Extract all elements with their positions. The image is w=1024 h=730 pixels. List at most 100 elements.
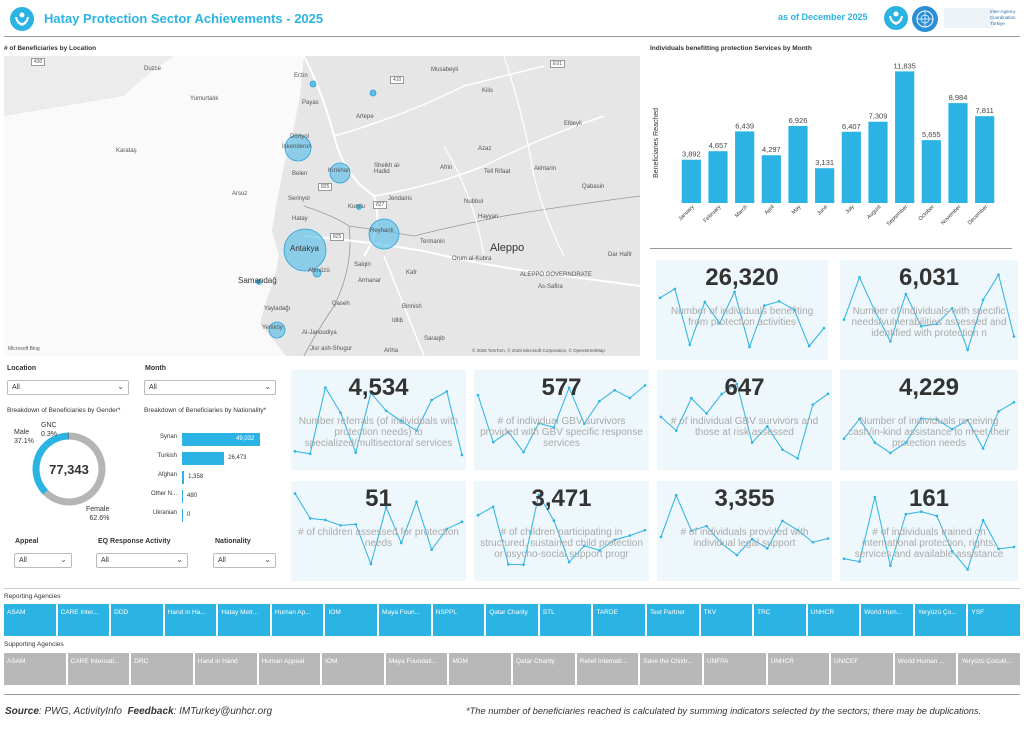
kpi-sparkline (842, 495, 1016, 571)
nationality-dropdown[interactable]: All ⌄ (213, 553, 276, 568)
monthly-bar-chart[interactable]: Beneficiaries Reached 3,892 January 4,657 F… (650, 58, 1020, 238)
bar-value-label: 3,892 (682, 150, 701, 159)
agency-tile[interactable]: Qatar Charity (486, 604, 538, 636)
map-label: Reyhanlı (370, 228, 394, 234)
kpi-card[interactable]: 6,031 Number of individuals with specific… (840, 260, 1018, 360)
agency-tile[interactable]: UNICEF (831, 653, 893, 685)
bar[interactable] (841, 131, 861, 203)
nationality-value-label: 49,032 (236, 436, 255, 442)
reporting-title: Reporting Agencies (4, 593, 61, 600)
bar[interactable] (948, 103, 968, 203)
agency-tile[interactable]: Yeryüzü Çocukl... (958, 653, 1020, 685)
agency-tile[interactable]: DDD (111, 604, 163, 636)
agency-tile[interactable]: Test Partner (646, 604, 699, 636)
appeal-dropdown[interactable]: All ⌄ (14, 553, 72, 568)
agency-tile[interactable]: ASAM (4, 604, 56, 636)
agency-tile[interactable]: Relief Internati... (576, 653, 639, 685)
map-label: Karataş (116, 148, 137, 154)
agency-tile[interactable]: CARE Internati... (67, 653, 130, 685)
bar[interactable] (868, 121, 888, 203)
agency-tile[interactable]: TRC (754, 604, 806, 636)
kpi-value: 3,471 (531, 485, 592, 512)
agency-tile[interactable]: STL (539, 604, 592, 636)
agency-tile[interactable]: World Hum... (861, 604, 913, 636)
bar[interactable] (921, 140, 941, 203)
agency-tile[interactable]: Hand in Ha... (164, 604, 217, 636)
location-dropdown[interactable]: All ⌄ (7, 380, 129, 395)
agency-tile[interactable]: Qatar Charity (513, 653, 575, 685)
agency-tile[interactable]: CARE Inter... (57, 604, 110, 636)
agency-tile[interactable]: Human Ap... (271, 604, 324, 636)
agency-tile[interactable]: ASAM (4, 653, 66, 685)
agency-tile[interactable]: TKV (700, 604, 753, 636)
agency-tile[interactable]: Hatay Metr... (218, 604, 270, 636)
agency-tile[interactable]: UNHCR (767, 653, 830, 685)
bar[interactable] (788, 125, 808, 203)
agency-tile[interactable]: Maya Foun... (379, 604, 431, 636)
kpi-card[interactable]: 161 # of individuals trained on internati… (840, 481, 1018, 581)
month-dropdown[interactable]: All ⌄ (144, 380, 276, 395)
kpi-card[interactable]: 26,320 Number of individuals benefiting f… (656, 260, 828, 360)
map-label: Sheikh al-Hadid (374, 163, 401, 175)
map-label: Idlib (392, 318, 404, 324)
agency-tile[interactable]: NSPPL (432, 604, 485, 636)
map-attribution: © 2026 TomTom, © 2026 Microsoft Corporat… (472, 348, 605, 353)
map-label: Qaseh (332, 301, 350, 307)
map-label: Kilis (482, 88, 494, 94)
kpi-card[interactable]: 647 # of individual GBV survivors and tho… (657, 370, 832, 470)
map-label: Armanar (358, 278, 382, 284)
gender-title: Breakdown of Beneficiaries by Gender* (7, 407, 121, 414)
beneficiaries-map[interactable]: Duzce Yumurtalık Karataş Payas Dörtyol E… (4, 56, 640, 356)
road-badge: 825 (330, 233, 345, 241)
donut-male-segment[interactable] (32, 432, 69, 495)
male-label: Male 37.1% (14, 429, 34, 445)
map-label: Arsuz (232, 191, 248, 197)
kpi-card[interactable]: 51 # of children assessed for protection … (291, 481, 466, 581)
bar[interactable] (815, 168, 835, 203)
agency-tile[interactable]: Yeryüzü Ço... (914, 604, 967, 636)
nationality-bar[interactable] (182, 509, 183, 522)
kpi-value: 51 (365, 485, 392, 512)
map-label: Duzce (144, 66, 162, 72)
agency-tile[interactable]: MDM (449, 653, 511, 685)
gender-donut-chart[interactable] (0, 418, 140, 528)
road-badge: 430 (31, 58, 46, 66)
reporting-agencies: ASAM CARE Inter... DDD Hand in Ha... Hatay M… (4, 604, 1020, 636)
agency-tile[interactable]: UNHCR (807, 604, 860, 636)
kpi-card[interactable]: 4,229 Number of individuals receiving cas… (840, 370, 1018, 470)
bar[interactable] (735, 131, 755, 203)
map-label: Dörtyol (290, 134, 310, 140)
donut-female-segment[interactable] (43, 432, 106, 506)
bar[interactable] (708, 151, 728, 203)
agency-tile[interactable]: IOM (325, 604, 378, 636)
agency-tile[interactable]: IOM (322, 653, 384, 685)
agency-tile[interactable]: DRC (131, 653, 193, 685)
bar-value-label: 4,297 (762, 145, 781, 154)
bar[interactable] (975, 116, 995, 203)
agency-tile[interactable]: Hand in Hand (194, 653, 257, 685)
kpi-card[interactable]: 4,534 Number referrals (of individuals wi… (291, 370, 466, 470)
eq-dropdown[interactable]: All ⌄ (96, 553, 188, 568)
map-label: Salqin (354, 262, 371, 268)
bar[interactable] (761, 155, 781, 203)
bar[interactable] (895, 71, 915, 203)
bar[interactable] (681, 159, 701, 203)
appeal-value: All (19, 557, 27, 564)
agency-tile[interactable]: YSF (968, 604, 1020, 636)
agency-tile[interactable]: Human Appeal (258, 653, 321, 685)
nationality-bar[interactable] (182, 452, 225, 465)
kpi-card[interactable]: 3,471 # of children participating in stru… (474, 481, 649, 581)
female-label: Female 62.6% (86, 506, 110, 522)
agency-tile[interactable]: Maya Foundati... (385, 653, 448, 685)
nationality-bar[interactable] (182, 471, 185, 484)
nationality-bar[interactable] (182, 490, 183, 503)
kpi-card[interactable]: 577 # of individual GBV survivors provide… (474, 370, 649, 470)
map-brand: Microsoft Bing (8, 346, 40, 352)
nationality-value-label: 0 (187, 512, 191, 518)
nationality-bar[interactable] (182, 433, 260, 446)
agency-tile[interactable]: TARDE (593, 604, 645, 636)
agency-tile[interactable]: World Human ... (894, 653, 957, 685)
agency-tile[interactable]: UNFPA (703, 653, 766, 685)
agency-tile[interactable]: Save the Childr... (640, 653, 702, 685)
kpi-card[interactable]: 3,355 # of individuals provided with indi… (657, 481, 832, 581)
